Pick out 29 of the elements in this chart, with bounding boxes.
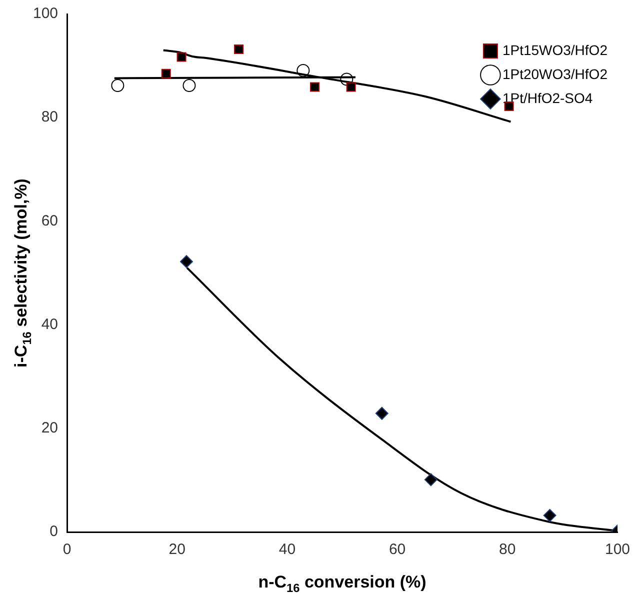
point xyxy=(424,473,438,486)
legend-label: 1Pt/HfO2-SO4 xyxy=(502,90,593,106)
x-tick-label: 0 xyxy=(62,541,72,558)
legend-label: 1Pt15WO3/HfO2 xyxy=(502,42,608,58)
y-tick-label: 40 xyxy=(41,316,58,333)
point xyxy=(176,52,186,62)
point xyxy=(180,255,193,268)
point xyxy=(161,68,171,78)
legend-label: 1Pt20WO3/HfO2 xyxy=(502,66,608,82)
point xyxy=(543,508,556,522)
y-axis-title: i-C16 selectivity (mol,%) xyxy=(12,178,34,368)
y-tick-label: 60 xyxy=(41,212,58,230)
x-tick-label: 40 xyxy=(278,541,296,558)
y-tick-label: 80 xyxy=(41,108,58,126)
point xyxy=(234,44,244,54)
x-tick-label: 60 xyxy=(388,541,406,558)
x-tick-label: 20 xyxy=(168,541,186,558)
point xyxy=(340,72,354,86)
point xyxy=(375,406,388,420)
point xyxy=(346,82,356,92)
x-tick-label: 80 xyxy=(499,541,516,558)
x-tick-label: 100 xyxy=(604,541,630,558)
point xyxy=(296,64,310,77)
point xyxy=(310,82,320,92)
y-tick-label: 20 xyxy=(41,420,58,437)
point xyxy=(182,78,196,92)
point xyxy=(111,78,124,92)
y-tick-label: 0 xyxy=(50,523,58,540)
y-tick-label: 100 xyxy=(32,5,58,22)
